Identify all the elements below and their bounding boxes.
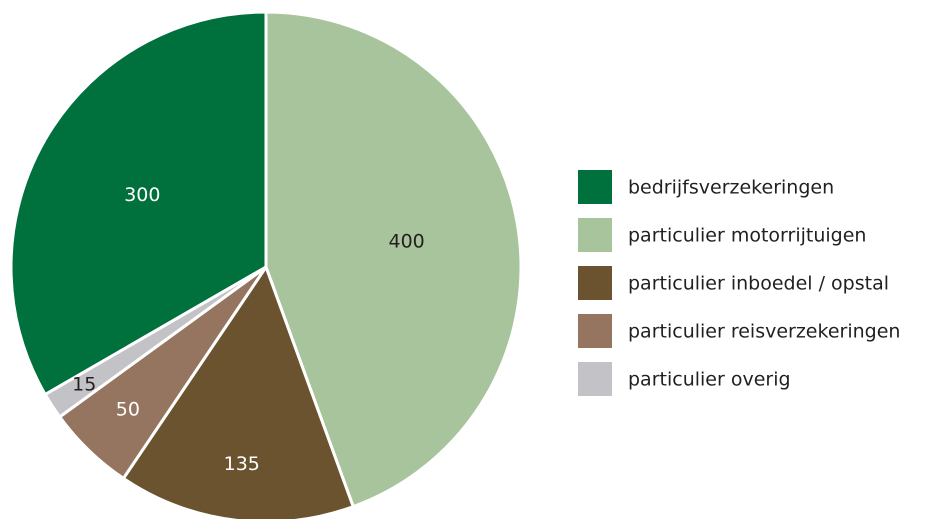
legend-swatch [578, 362, 612, 396]
legend-swatch [578, 314, 612, 348]
legend-swatch [578, 266, 612, 300]
legend-swatch [578, 170, 612, 204]
pie-slice [121, 265, 355, 519]
pie-slice [264, 10, 523, 509]
data-label: 300 [124, 184, 160, 206]
data-label: 400 [388, 231, 424, 253]
legend-label: particulier motorrijtuigen [628, 225, 866, 247]
data-label: 15 [72, 374, 96, 396]
data-label: 135 [224, 453, 260, 475]
pie-slice [9, 10, 268, 396]
legend-label: particulier reisverzekeringen [628, 321, 900, 343]
legend-swatch [578, 218, 612, 252]
legend-label: particulier inboedel / opstal [628, 273, 889, 295]
pie-slice [43, 265, 268, 419]
legend-label: bedrijfsverzekeringen [628, 177, 834, 199]
data-label: 50 [116, 399, 140, 421]
legend-label: particulier overig [628, 369, 791, 391]
